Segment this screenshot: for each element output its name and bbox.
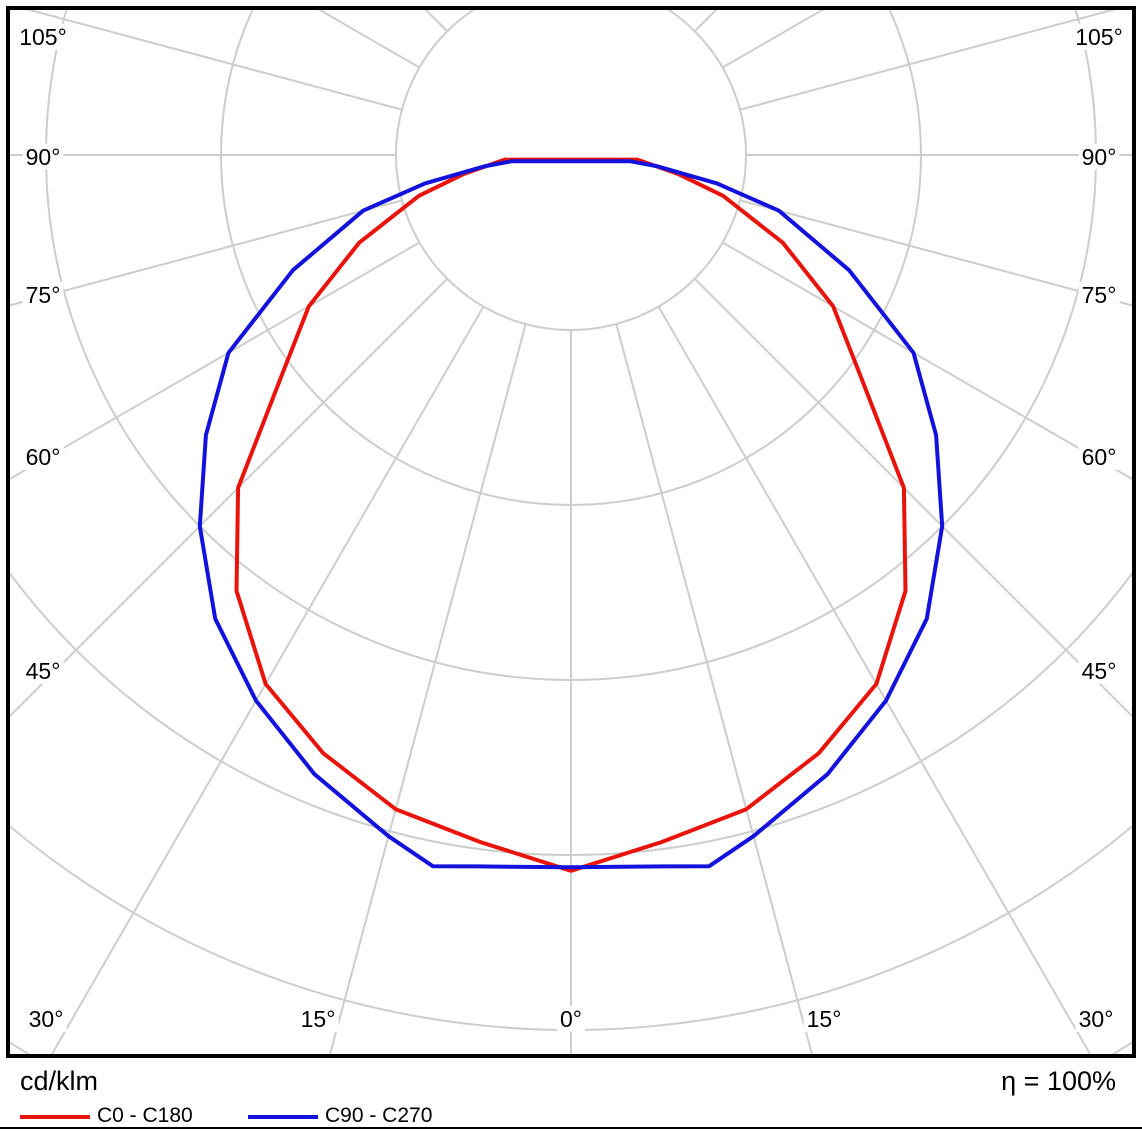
legend-swatch-c90-c270 (248, 1115, 318, 1119)
grid-ray (694, 278, 1132, 718)
efficiency-label: η = 100% (1001, 1066, 1116, 1096)
legend-swatch-c0-c180 (20, 1115, 90, 1119)
grid-ray (659, 0, 1142, 3)
grid-ray (615, 323, 813, 1054)
angle-label-bottom-30deg-left: 30° (25, 1005, 67, 1033)
angle-label-right-90deg: 90° (1078, 143, 1120, 171)
angle-label-left-60deg: 60° (22, 443, 64, 471)
angle-label-right-45deg: 45° (1078, 657, 1120, 685)
angle-label-bottom-0deg: 0° (557, 1005, 585, 1033)
legend-label-c90-c270: C90 - C270 (325, 1104, 433, 1127)
grid-ray (657, 306, 1092, 1054)
angle-label-right-105deg: 105° (1072, 23, 1126, 51)
polar-chart (0, 0, 1142, 1058)
grid-ray (50, 306, 485, 1054)
angle-label-left-90deg: 90° (22, 143, 64, 171)
plot-border (6, 6, 1136, 1058)
legend-label-c0-c180: C0 - C180 (97, 1104, 193, 1127)
grid-ray (10, 278, 448, 718)
angle-label-right-75deg: 75° (1078, 281, 1120, 309)
bottom-divider (0, 1127, 1142, 1129)
angle-label-left-105deg: 105° (16, 23, 70, 51)
grid-ring (395, 10, 747, 331)
curve-c0-c180 (234, 157, 908, 873)
angle-label-bottom-30deg-right: 30° (1075, 1005, 1117, 1033)
grid-ray (0, 0, 484, 3)
grid-ray (10, 199, 403, 307)
grid-ray (329, 323, 527, 1054)
angle-label-left-75deg: 75° (22, 281, 64, 309)
curve-c90-c270 (197, 159, 945, 870)
angle-label-right-60deg: 60° (1078, 443, 1120, 471)
grid-ray (739, 199, 1132, 307)
angle-label-bottom-15deg-left: 15° (297, 1005, 339, 1033)
units-label: cd/klm (20, 1066, 99, 1096)
angle-label-left-45deg: 45° (22, 657, 64, 685)
grid-ray (25, 10, 403, 111)
angle-label-bottom-15deg-right: 15° (803, 1005, 845, 1033)
grid-ray (739, 10, 1117, 111)
intensity-curves (197, 157, 945, 873)
legend: C0 - C180 C90 - C270 (0, 1104, 1142, 1128)
